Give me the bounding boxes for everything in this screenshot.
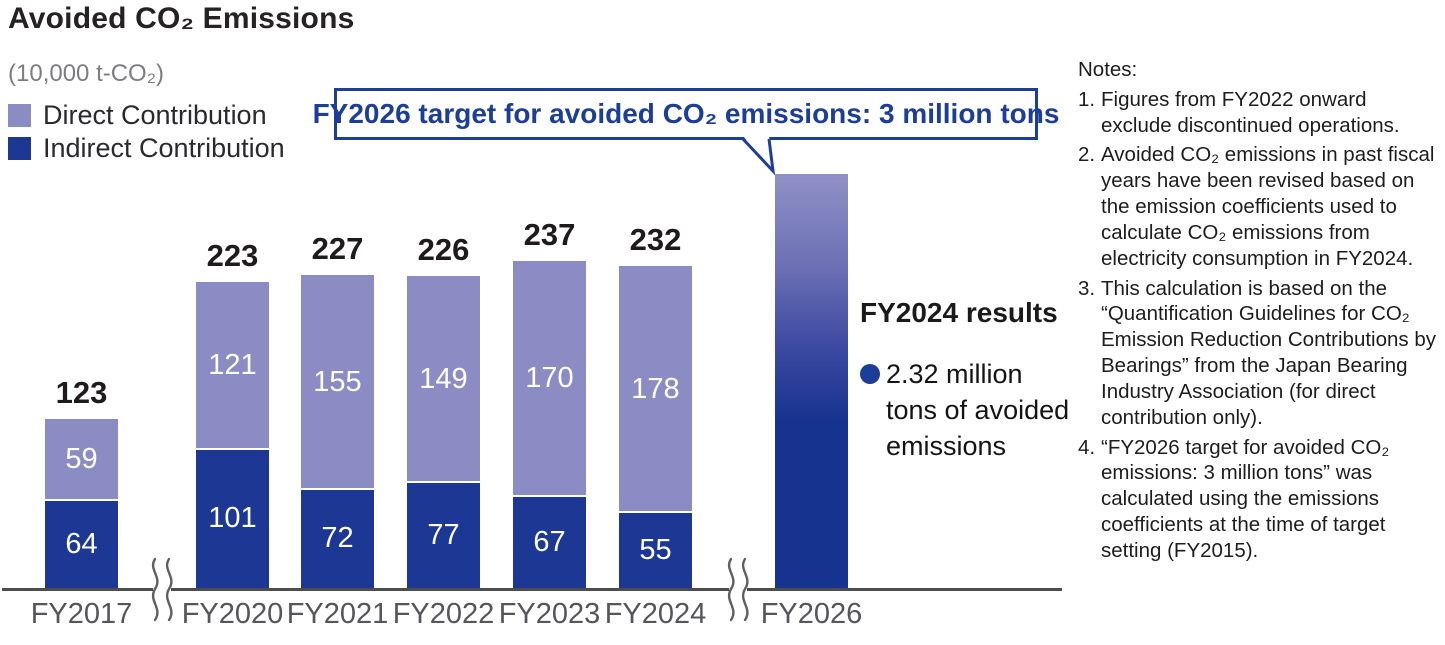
note-text: Avoided CO₂ emissions in past fiscal yea… bbox=[1101, 143, 1435, 270]
x-tick-FY2021: FY2021 bbox=[286, 598, 389, 630]
bar-FY2024-indirect-segment: 55 bbox=[619, 512, 692, 588]
segment-divider-line bbox=[619, 511, 692, 513]
bar-FY2017-indirect-segment: 64 bbox=[45, 500, 118, 588]
bar-FY2021-indirect-segment: 72 bbox=[301, 489, 374, 588]
direct-contribution-swatch-icon bbox=[8, 104, 31, 127]
total-label-FY2023: 237 bbox=[523, 217, 576, 252]
segment-divider-line bbox=[301, 488, 374, 490]
direct-value-label: 170 bbox=[525, 362, 574, 394]
fy2024-results-heading: FY2024 results bbox=[860, 297, 1058, 328]
fy2026-target-callout-text: FY2026 target for avoided CO₂ emissions:… bbox=[312, 98, 1060, 129]
x-axis-line bbox=[2, 588, 1062, 591]
segment-divider-line bbox=[513, 495, 586, 497]
note-item-2: 2. Avoided CO₂ emissions in past fiscal … bbox=[1078, 142, 1442, 271]
total-label-FY2020: 223 bbox=[206, 238, 259, 273]
direct-value-label: 155 bbox=[313, 365, 362, 398]
direct-value-label: 59 bbox=[65, 443, 98, 475]
bar-FY2026-target-segment bbox=[775, 174, 848, 588]
indirect-value-label: 55 bbox=[639, 533, 672, 566]
y-axis-unit-label: (10,000 t-CO₂) bbox=[8, 60, 165, 87]
x-tick-FY2026: FY2026 bbox=[760, 598, 863, 630]
bullet-dot-icon bbox=[860, 364, 880, 384]
note-item-3: 3. This calculation is based on the “Qua… bbox=[1078, 276, 1442, 431]
bar-FY2020-indirect-segment: 101 bbox=[196, 449, 269, 588]
fy2024-results-panel: FY2024 results 2.32 million tons of avoi… bbox=[860, 297, 1075, 465]
indirect-value-label: 64 bbox=[65, 527, 98, 560]
indirect-contribution-swatch-icon bbox=[8, 137, 31, 160]
legend-label-direct: Direct Contribution bbox=[43, 100, 267, 130]
segment-divider-line bbox=[45, 499, 118, 501]
total-label-FY2024: 232 bbox=[629, 222, 682, 257]
axis-break-icon bbox=[727, 557, 749, 623]
x-tick-FY2017: FY2017 bbox=[30, 598, 133, 630]
bar-FY2023-indirect-segment: 67 bbox=[513, 496, 586, 588]
note-number: 2. bbox=[1078, 143, 1096, 167]
bar-FY2024-direct-segment: 178 bbox=[619, 266, 692, 512]
note-text: “FY2026 target for avoided CO₂ emissions… bbox=[1101, 435, 1390, 562]
notes-heading: Notes: bbox=[1078, 58, 1138, 81]
note-number: 4. bbox=[1078, 435, 1096, 459]
indirect-value-label: 77 bbox=[427, 518, 460, 551]
total-label-FY2021: 227 bbox=[311, 231, 364, 266]
note-item-1: 1. Figures from FY2022 onward exclude di… bbox=[1078, 87, 1442, 139]
segment-divider-line bbox=[407, 481, 480, 483]
callout-tail-pointer-icon bbox=[741, 136, 776, 176]
bar-FY2021-direct-segment: 155 bbox=[301, 275, 374, 489]
x-tick-FY2024: FY2024 bbox=[604, 598, 707, 630]
fy2024-results-value: 2.32 million tons of avoided emissions bbox=[886, 359, 1070, 461]
indirect-value-label: 67 bbox=[533, 525, 566, 558]
note-number: 3. bbox=[1078, 276, 1096, 300]
direct-value-label: 149 bbox=[419, 362, 468, 395]
x-tick-FY2022: FY2022 bbox=[392, 598, 495, 630]
axis-break-icon bbox=[151, 557, 173, 623]
bar-FY2023-direct-segment: 170 bbox=[513, 261, 586, 496]
bar-FY2020-direct-segment: 121 bbox=[196, 282, 269, 449]
legend-label-indirect: Indirect Contribution bbox=[43, 133, 285, 163]
notes-panel: Notes: 1. Figures from FY2022 onward exc… bbox=[1078, 57, 1442, 564]
x-tick-FY2023: FY2023 bbox=[498, 598, 601, 630]
x-tick-FY2020: FY2020 bbox=[181, 598, 284, 630]
direct-value-label: 121 bbox=[208, 349, 257, 381]
indirect-value-label: 101 bbox=[208, 502, 257, 534]
note-item-4: 4. “FY2026 target for avoided CO₂ emissi… bbox=[1078, 435, 1442, 564]
note-text: Figures from FY2022 onward exclude disco… bbox=[1101, 87, 1400, 137]
total-label-FY2022: 226 bbox=[417, 232, 470, 267]
direct-value-label: 178 bbox=[631, 372, 680, 405]
legend-item-indirect: Indirect Contribution bbox=[8, 132, 285, 165]
bar-FY2022-indirect-segment: 77 bbox=[407, 482, 480, 588]
indirect-value-label: 72 bbox=[321, 522, 354, 554]
bar-FY2017-direct-segment: 59 bbox=[45, 419, 118, 500]
legend-item-direct: Direct Contribution bbox=[8, 99, 285, 132]
page-title: Avoided CO₂ Emissions bbox=[8, 2, 355, 35]
note-text: This calculation is based on the “Quanti… bbox=[1101, 276, 1436, 429]
segment-divider-line bbox=[196, 448, 269, 450]
chart-legend: Direct Contribution Indirect Contributio… bbox=[8, 99, 285, 165]
fy2026-target-callout: FY2026 target for avoided CO₂ emissions:… bbox=[313, 88, 1059, 140]
bar-FY2022-direct-segment: 149 bbox=[407, 276, 480, 482]
fy2024-results-bullet-row: 2.32 million tons of avoided emissions bbox=[860, 357, 1075, 465]
total-label-FY2017: 123 bbox=[55, 375, 108, 410]
note-number: 1. bbox=[1078, 87, 1096, 111]
